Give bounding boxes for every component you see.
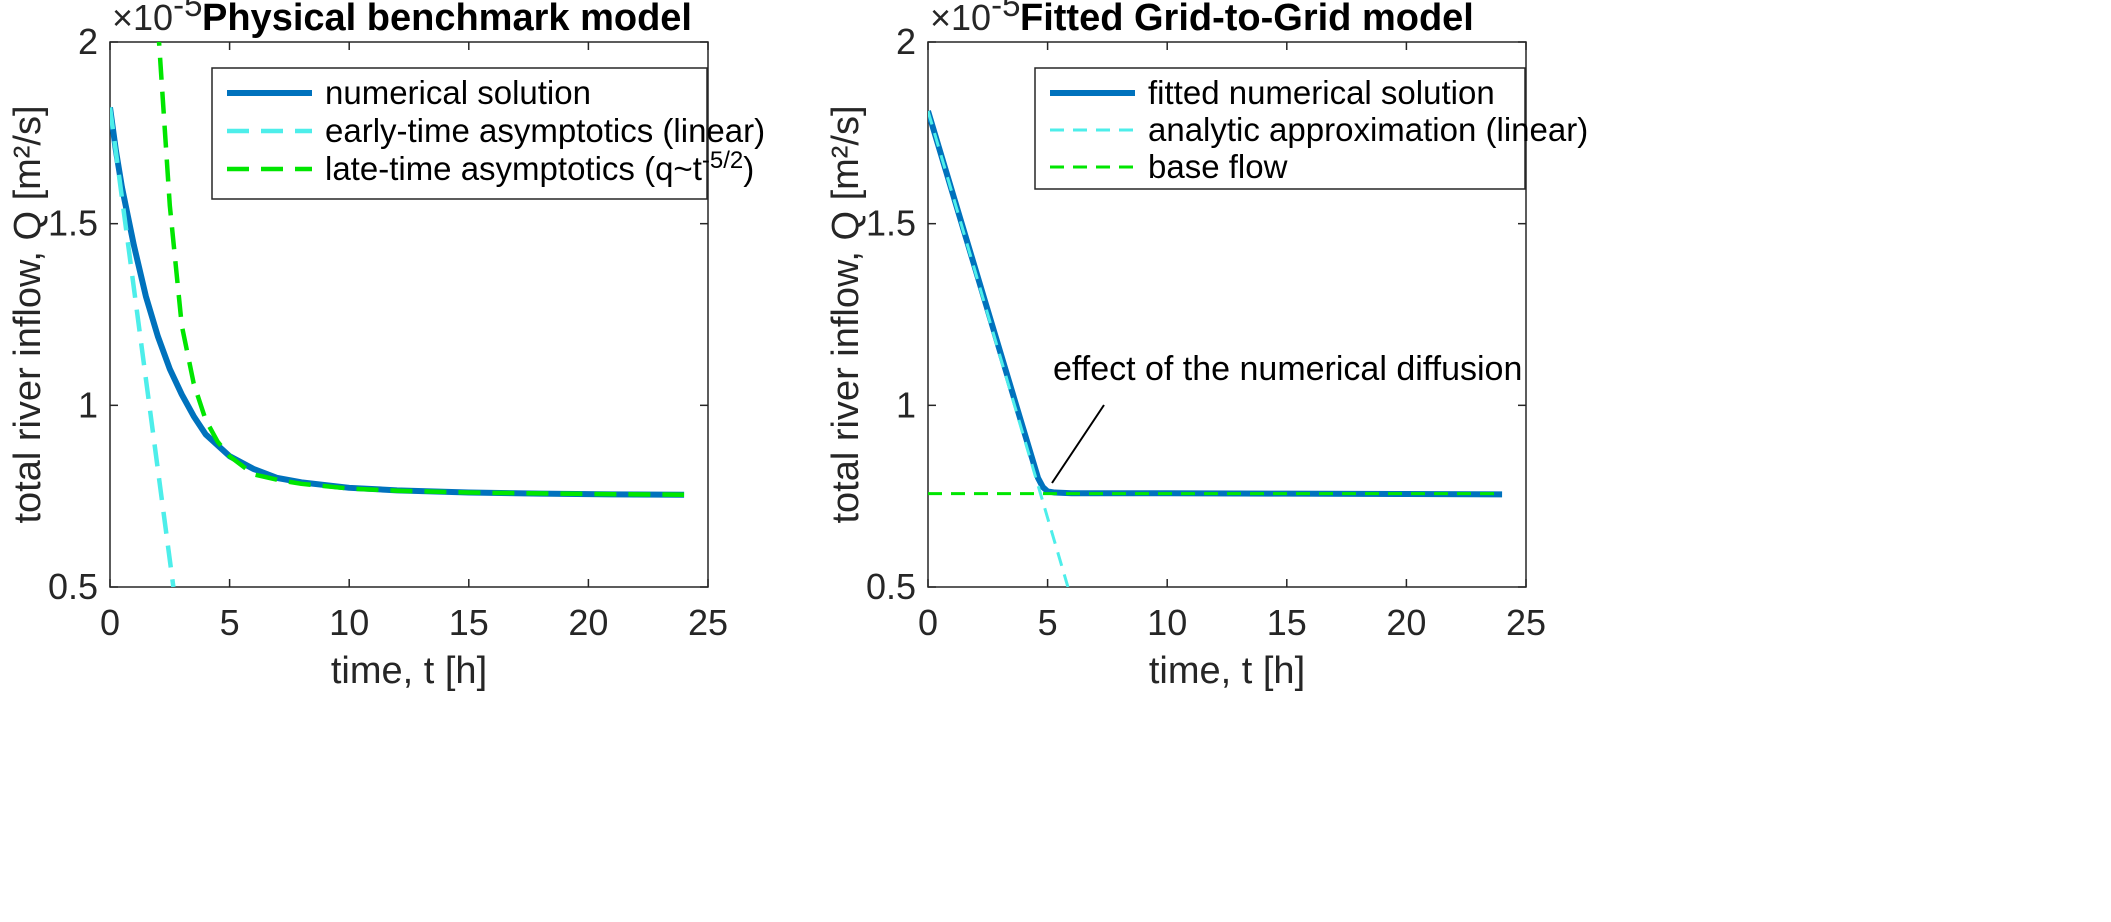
legend-label-text: numerical solution (325, 74, 591, 111)
y-multiplier-base: ×10 (112, 0, 173, 38)
x-tick-label: 25 (1506, 602, 1546, 643)
legend-label-text: late-time asymptotics (q~t (325, 150, 702, 187)
legend-label-text: fitted numerical solution (1148, 74, 1495, 111)
chart-panel-2: 0 5 10 15 20 25 0.5 1 1.5 2 ×10-5 Fitted Grid-to-Gr… (825, 0, 1588, 692)
chart-panel-1: 0 5 10 15 20 25 0.5 1 1.5 2 ×10-5 Physical benchmar… (7, 0, 765, 692)
y-axis-label: total river inflow, Q [m²/s] (7, 105, 49, 523)
y-multiplier-exponent: -5 (173, 0, 202, 23)
y-tick-label: 2 (896, 21, 916, 62)
y-tick-label: 0.5 (866, 566, 916, 607)
series-group (928, 110, 1503, 587)
legend-box (211, 67, 708, 200)
chart-title: Physical benchmark model (202, 0, 692, 39)
y-axis-label: total river inflow, Q [m²/s] (825, 105, 867, 523)
y-multiplier: ×10-5 (930, 0, 1020, 38)
series-line-2 (110, 107, 176, 587)
y-tick-label: 0.5 (48, 566, 98, 607)
legend-label-text: early-time asymptotics (linear) (325, 112, 765, 149)
series-line-2 (928, 110, 1070, 587)
x-tick-label: 15 (1267, 602, 1307, 643)
annotation-text: effect of the numerical diffusion (1053, 350, 1522, 388)
series-group (110, 42, 685, 587)
legend-label-2: analytic approximation (linear) (1148, 111, 1588, 148)
annotation-pointer (1051, 404, 1105, 484)
legend-label-1: numerical solution (325, 74, 591, 111)
y-multiplier-exponent: -5 (991, 0, 1020, 23)
y-tick-label: 1.5 (866, 203, 916, 244)
x-tick-label: 20 (1386, 602, 1426, 643)
legend-box (1034, 67, 1526, 190)
x-tick-label: 10 (1147, 602, 1187, 643)
x-tick-label: 0 (918, 602, 938, 643)
y-tick-label: 2 (78, 21, 98, 62)
y-tick-label: 1 (896, 384, 916, 425)
plot-frame (927, 41, 1527, 588)
x-axis-label: time, t [h] (331, 650, 487, 692)
x-tick-label: 25 (688, 602, 728, 643)
x-tick-label: 20 (568, 602, 608, 643)
x-tick-label: 5 (1038, 602, 1058, 643)
legend-label-text: analytic approximation (linear) (1148, 111, 1588, 148)
legend-label-2: early-time asymptotics (linear) (325, 112, 765, 149)
chart-title: Fitted Grid-to-Grid model (1020, 0, 1474, 39)
legend-suffix: ) (743, 150, 754, 187)
series-line-1 (110, 106, 685, 498)
x-axis-label: time, t [h] (1149, 650, 1305, 692)
x-tick-label: 5 (220, 602, 240, 643)
legend-label-1: fitted numerical solution (1148, 74, 1495, 111)
legend-label-text: base flow (1148, 148, 1288, 185)
plot-frame (109, 41, 709, 588)
y-tick-label: 1 (78, 384, 98, 425)
y-multiplier: ×10-5 (112, 0, 202, 38)
legend-label-3: late-time asymptotics (q~t-5/2) (325, 147, 754, 187)
y-tick-label: 1.5 (48, 203, 98, 244)
x-tick-label: 15 (449, 602, 489, 643)
y-multiplier-base: ×10 (930, 0, 991, 38)
x-tick-label: 0 (100, 602, 120, 643)
legend-superscript: -5/2 (702, 147, 743, 174)
series-line-3 (156, 42, 685, 497)
x-tick-label: 10 (329, 602, 369, 643)
legend-label-3: base flow (1148, 148, 1288, 185)
